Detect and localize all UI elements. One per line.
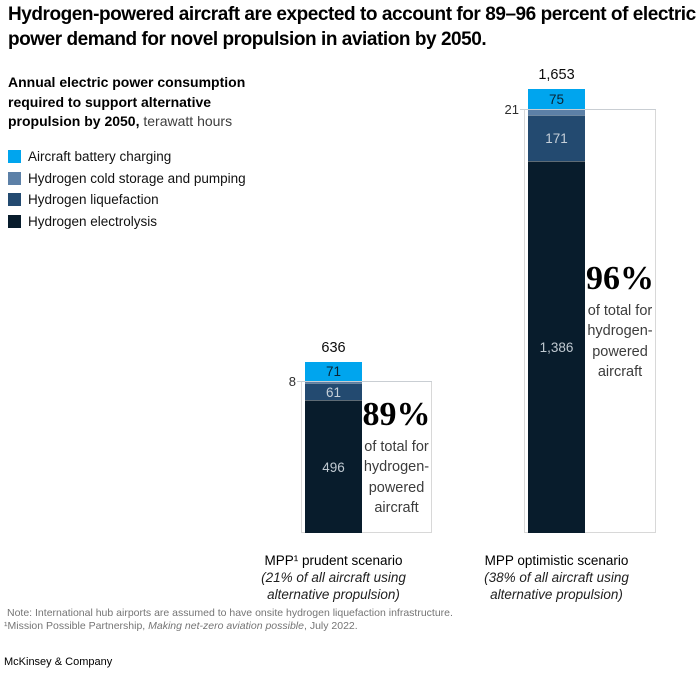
- hydrogen-share-annotation: 96% of total for hydrogen-powered aircraft: [585, 109, 655, 533]
- bar-segment: 496: [305, 400, 362, 533]
- footnote-note: Note: International hub airports are ass…: [7, 607, 453, 619]
- share-percent: 89%: [362, 395, 431, 433]
- stacked-bar: 75 171 1,386: [528, 89, 585, 533]
- segment-value-label: 171: [545, 131, 568, 146]
- segment-value-label-outside: 8: [288, 374, 296, 389]
- share-caption-line: aircraft: [374, 500, 419, 516]
- bar-segment: 71: [305, 362, 362, 381]
- share-caption-line: of total for: [587, 302, 653, 319]
- bar-segment: 75: [528, 89, 585, 109]
- footnote-source-suffix: , July 2022.: [303, 619, 358, 632]
- legend-item: Aircraft battery charging: [8, 146, 246, 168]
- tick-line: [297, 381, 432, 382]
- segment-value-label: 71: [325, 364, 342, 379]
- chart-subtitle: Annual electric power consumption requir…: [8, 73, 268, 132]
- legend: Aircraft battery charging Hydrogen cold s…: [8, 146, 246, 232]
- segment-value-label: 1,386: [539, 340, 574, 355]
- legend-item-label: Aircraft battery charging: [28, 149, 172, 165]
- share-caption-line: hydrogen-: [363, 459, 430, 475]
- legend-item-label: Hydrogen electrolysis: [28, 213, 158, 229]
- legend-item-label: Hydrogen cold storage and pumping: [28, 170, 246, 186]
- bar-total-label: 1,653: [538, 67, 575, 83]
- scenario-label: MPP optimistic scenario (38% of all aircr…: [467, 552, 647, 603]
- share-caption-line: hydrogen-: [587, 323, 653, 339]
- legend-item: Hydrogen cold storage and pumping: [8, 168, 246, 190]
- footnote-source: ¹Mission Possible Partnership, Making ne…: [4, 620, 604, 633]
- bar-total-label: 636: [321, 340, 346, 356]
- legend-swatch-icon: [8, 193, 21, 207]
- legend-swatch-icon: [8, 171, 21, 185]
- scenario-name: MPP¹ prudent scenario: [264, 553, 403, 568]
- segment-value-label: 496: [322, 459, 345, 475]
- bar-segment: 171: [528, 115, 585, 161]
- scenario-note: (21% of all aircraft using alternative p…: [261, 570, 406, 602]
- segment-value-label: 75: [548, 91, 565, 107]
- legend-swatch-icon: [8, 150, 21, 164]
- bar-segment: 1,386: [528, 161, 585, 533]
- stacked-bar: 71 61 496: [305, 362, 362, 533]
- scenario-name: MPP optimistic scenario: [484, 553, 629, 568]
- bar-segment: 61: [305, 383, 362, 400]
- share-caption-line: of total for: [364, 438, 429, 455]
- legend-item-label: Hydrogen liquefaction: [28, 192, 159, 208]
- legend-item: Hydrogen electrolysis: [8, 211, 246, 233]
- page-title: Hydrogen-powered aircraft are expected t…: [8, 4, 696, 50]
- chart-subtitle-unit: terawatt hours: [139, 113, 233, 129]
- hydrogen-share-annotation: 89% of total for hydrogen-powered aircraft: [362, 381, 431, 533]
- share-caption-line: aircraft: [597, 364, 643, 380]
- brand-logo: McKinsey & Company: [4, 656, 113, 668]
- segment-value-label-outside: 21: [504, 102, 519, 117]
- footnote-source-title: Making net-zero aviation possible: [148, 619, 304, 632]
- footnotes: Note: International hub airports are ass…: [4, 607, 604, 632]
- segment-value-label: 61: [325, 384, 342, 400]
- tick-line: [520, 109, 656, 110]
- share-percent: 96%: [586, 259, 654, 297]
- share-caption-line: powered: [592, 343, 648, 360]
- footnote-source-prefix: ¹Mission Possible Partnership,: [4, 619, 149, 632]
- share-caption-line: powered: [368, 479, 425, 496]
- scenario-label: MPP¹ prudent scenario (21% of all aircraf…: [244, 552, 424, 603]
- chart-subtitle-bold: Annual electric power consumption requir…: [8, 74, 246, 129]
- legend-swatch-icon: [8, 214, 21, 228]
- legend-item: Hydrogen liquefaction: [8, 189, 246, 211]
- scenario-note: (38% of all aircraft using alternative p…: [484, 570, 629, 602]
